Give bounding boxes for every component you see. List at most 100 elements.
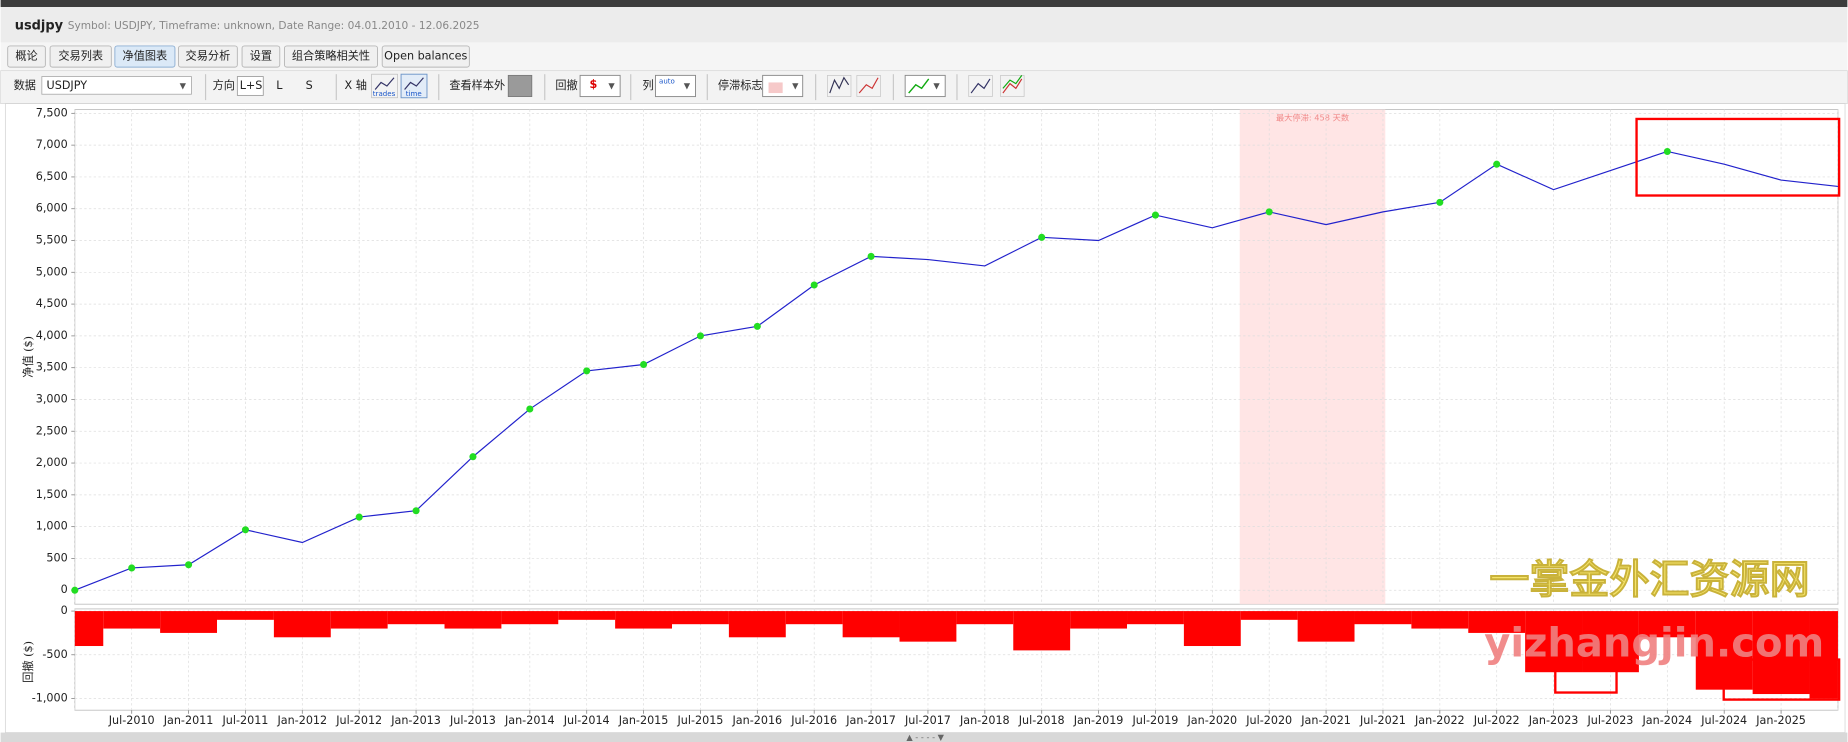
new-high-marker [355, 513, 363, 521]
tab[interactable] [114, 45, 176, 68]
out-of-sample-toggle[interactable] [507, 74, 533, 97]
tab-label: 概论 [15, 49, 37, 63]
x-tick-label: Jul-2015 [676, 714, 723, 727]
new-high-marker [753, 322, 761, 330]
watermark-name: 一掌金外汇资源网 [1489, 557, 1809, 603]
drawdown-bar [1354, 611, 1412, 625]
direction-option: L+S [240, 79, 263, 92]
x-tick-label: Jan-2021 [1300, 714, 1351, 727]
highlight-box [1722, 658, 1841, 701]
charts: 最大停滞: 458 天数 7,500 7,000 6,500 6,000 5,500 5,0… [32, 106, 1839, 727]
new-high-marker [583, 367, 591, 375]
y-tick-label: -1,000 [32, 691, 68, 704]
symbol-select[interactable] [41, 76, 192, 95]
drawdown-bar [1468, 611, 1526, 633]
y-tick-label: -500 [42, 648, 67, 661]
window-subtitle: Symbol: USDJPY, Timeframe: unknown, Date… [68, 20, 480, 32]
new-high-marker [1151, 211, 1159, 219]
stagnation-annotation: 最大停滞: 458 天数 [1276, 112, 1349, 122]
chart-button[interactable] [1000, 75, 1025, 97]
x-tick-label: Jul-2012 [335, 714, 382, 727]
drawdown-bar [1013, 611, 1071, 651]
tab[interactable] [283, 45, 378, 68]
drawdown-bar [1582, 611, 1639, 673]
plot-frame [74, 109, 1839, 605]
x-tick-label: Jan-2024 [1641, 714, 1692, 727]
columns-select[interactable] [654, 74, 696, 98]
y-tick-label: 3,500 [36, 361, 68, 374]
y-tick-label: 0 [61, 604, 68, 617]
tab[interactable] [177, 45, 238, 68]
y-tick-label: 0 [61, 583, 68, 596]
x-axis-option: trades [373, 89, 396, 98]
new-high-marker [412, 507, 420, 515]
drawdown-bar [273, 611, 331, 638]
x-tick-label: Jan-2019 [1073, 714, 1124, 727]
direction-label: 方向 [213, 78, 235, 92]
new-high-marker [640, 360, 648, 369]
chart-button[interactable] [856, 75, 881, 97]
new-high-marker [810, 281, 818, 289]
x-tick-label: Jan-2020 [1186, 714, 1237, 727]
icon: $ [590, 78, 598, 91]
drawdown-bar [1809, 611, 1838, 699]
y-tick-label: 4,500 [36, 297, 68, 310]
drawdown-bar [160, 611, 218, 633]
new-high-marker [1663, 147, 1671, 156]
new-high-marker [1038, 233, 1046, 241]
x-tick-label: Jan-2025 [1755, 714, 1806, 727]
direction-button[interactable] [236, 76, 264, 96]
y-tick-label: 1,500 [36, 488, 68, 501]
splitter-handle: ▲ - - - - ▼ [906, 732, 944, 742]
new-high-marker [1436, 198, 1444, 206]
tab-label: 交易列表 [58, 49, 103, 63]
new-high-marker [1265, 208, 1273, 216]
drawdown-label: 回撤 [555, 78, 577, 92]
out-of-sample-label: 查看样本外 [449, 78, 505, 92]
data-label: 数据 [14, 78, 36, 92]
x-tick-label: Jan-2013 [390, 714, 441, 727]
drawdown-bar [672, 611, 729, 625]
new-high-marker [185, 561, 193, 569]
x-tick-label: Jul-2020 [1245, 714, 1292, 727]
x-time-button[interactable] [400, 73, 428, 99]
new-high-marker [526, 405, 534, 413]
y-tick-label: 6,500 [36, 170, 68, 183]
drawdown-bar [501, 611, 559, 625]
stagnation-label: 停滞标志 [718, 78, 763, 92]
status-bar [0, 732, 1848, 742]
tab[interactable] [7, 45, 46, 68]
x-trades-button[interactable] [371, 73, 398, 99]
drawdown-bar [217, 611, 274, 620]
new-high-marker [241, 526, 249, 534]
y-tick-label: 3,000 [36, 392, 68, 405]
tab[interactable] [49, 45, 112, 68]
drawdown-bar [1070, 611, 1128, 629]
y-tick-label: 1,000 [36, 520, 68, 533]
chart-select[interactable] [904, 74, 946, 98]
y-tick-label: 5,000 [36, 265, 68, 278]
chart-button[interactable] [968, 75, 993, 97]
drawdown-bar [1297, 611, 1355, 642]
drawdown-select[interactable] [579, 74, 621, 98]
title-bar [0, 7, 1848, 43]
drawdown-bar [615, 611, 673, 629]
drawdown-bar [899, 611, 957, 642]
equity-line [74, 150, 1839, 591]
y-tick-label: 4,000 [36, 329, 68, 342]
x-tick-label: Jan-2016 [731, 714, 782, 727]
icon [970, 78, 991, 94]
new-high-marker [1493, 160, 1501, 168]
direction-option[interactable]: S [306, 79, 313, 92]
dropdown-arrow: ▼ [792, 80, 799, 90]
direction-option[interactable]: L [276, 79, 283, 92]
drawdown-bar [558, 611, 616, 620]
drawdown-bar [1183, 611, 1241, 647]
x-axis-label: X 轴 [345, 78, 367, 92]
new-high-marker [71, 586, 79, 594]
x-tick-label: Jul-2014 [563, 714, 610, 727]
tab[interactable] [241, 45, 281, 68]
chart-button[interactable] [827, 75, 852, 97]
tab[interactable] [381, 45, 470, 68]
